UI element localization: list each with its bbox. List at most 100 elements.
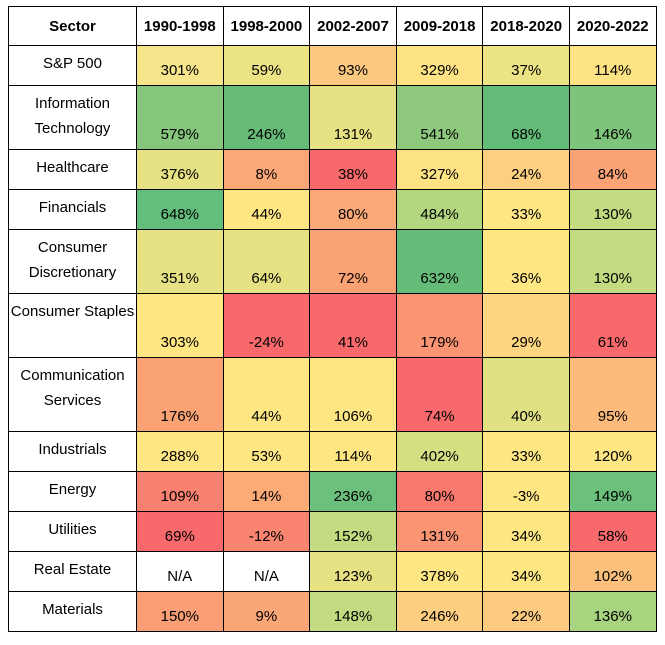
return-cell: 632% bbox=[395, 229, 484, 294]
column-header-period: 2020-2022 bbox=[568, 6, 657, 46]
return-cell: -24% bbox=[222, 293, 311, 358]
return-cell: 40% bbox=[482, 357, 570, 432]
return-cell: 351% bbox=[136, 229, 224, 294]
return-cell: 130% bbox=[568, 229, 657, 294]
sector-label: Consumer Discretionary bbox=[8, 229, 137, 294]
return-cell: 37% bbox=[482, 45, 570, 86]
table-row: Healthcare 376% 8% 38% 327% 24% 84% bbox=[8, 149, 657, 190]
return-cell: 41% bbox=[309, 293, 397, 358]
return-cell: -12% bbox=[222, 511, 311, 552]
return-cell: 149% bbox=[568, 471, 657, 512]
return-cell: 123% bbox=[309, 551, 397, 592]
return-cell: 327% bbox=[395, 149, 484, 190]
return-cell: 378% bbox=[395, 551, 484, 592]
table-row: Financials 648% 44% 80% 484% 33% 130% bbox=[8, 189, 657, 230]
return-cell: 301% bbox=[136, 45, 224, 86]
return-cell: 131% bbox=[395, 511, 484, 552]
return-cell: 80% bbox=[395, 471, 484, 512]
sector-label: Industrials bbox=[8, 431, 137, 472]
sector-label: Consumer Staples bbox=[8, 293, 137, 358]
return-cell: 484% bbox=[395, 189, 484, 230]
return-cell: N/A bbox=[222, 551, 311, 592]
column-header-period: 2002-2007 bbox=[309, 6, 397, 46]
return-cell: 109% bbox=[136, 471, 224, 512]
sector-returns-table-container: Sector 1990-1998 1998-2000 2002-2007 2009-20… bbox=[8, 6, 657, 632]
return-cell: 64% bbox=[222, 229, 311, 294]
table-row: Utilities 69% -12% 152% 131% 34% 58% bbox=[8, 511, 657, 552]
sector-label: Materials bbox=[8, 591, 137, 632]
return-cell: 53% bbox=[222, 431, 311, 472]
column-header-period: 2009-2018 bbox=[395, 6, 484, 46]
return-cell: 69% bbox=[136, 511, 224, 552]
return-cell: 106% bbox=[309, 357, 397, 432]
sector-label: Healthcare bbox=[8, 149, 137, 190]
sector-label: Information Technology bbox=[8, 85, 137, 150]
return-cell: 80% bbox=[309, 189, 397, 230]
return-cell: 24% bbox=[482, 149, 570, 190]
table-row: Industrials 288% 53% 114% 402% 33% 120% bbox=[8, 431, 657, 472]
return-cell: -3% bbox=[482, 471, 570, 512]
return-cell: 102% bbox=[568, 551, 657, 592]
return-cell: 131% bbox=[309, 85, 397, 150]
return-cell: 58% bbox=[568, 511, 657, 552]
return-cell: 376% bbox=[136, 149, 224, 190]
return-cell: 648% bbox=[136, 189, 224, 230]
return-cell: 34% bbox=[482, 511, 570, 552]
return-cell: 74% bbox=[395, 357, 484, 432]
return-cell: 152% bbox=[309, 511, 397, 552]
sector-label: Financials bbox=[8, 189, 137, 230]
return-cell: 29% bbox=[482, 293, 570, 358]
return-cell: 136% bbox=[568, 591, 657, 632]
sector-label: Real Estate bbox=[8, 551, 137, 592]
table-row: Information Technology 579% 246% 131% 541% 68… bbox=[8, 85, 657, 150]
sector-label: Communication Services bbox=[8, 357, 137, 432]
column-header-sector: Sector bbox=[8, 6, 137, 46]
table-row: Real Estate N/A N/A 123% 378% 34% 102% bbox=[8, 551, 657, 592]
return-cell: 148% bbox=[309, 591, 397, 632]
return-cell: 33% bbox=[482, 189, 570, 230]
sector-label: S&P 500 bbox=[8, 45, 137, 86]
return-cell: 329% bbox=[395, 45, 484, 86]
column-header-period: 2018-2020 bbox=[482, 6, 570, 46]
return-cell: 288% bbox=[136, 431, 224, 472]
return-cell: 114% bbox=[309, 431, 397, 472]
return-cell: 236% bbox=[309, 471, 397, 512]
return-cell: 93% bbox=[309, 45, 397, 86]
return-cell: 44% bbox=[222, 357, 311, 432]
return-cell: 176% bbox=[136, 357, 224, 432]
return-cell: 146% bbox=[568, 85, 657, 150]
return-cell: N/A bbox=[136, 551, 224, 592]
table-row: Consumer Staples 303% -24% 41% 179% 29% 61% bbox=[8, 293, 657, 358]
return-cell: 36% bbox=[482, 229, 570, 294]
return-cell: 95% bbox=[568, 357, 657, 432]
column-header-period: 1998-2000 bbox=[222, 6, 311, 46]
return-cell: 33% bbox=[482, 431, 570, 472]
return-cell: 9% bbox=[222, 591, 311, 632]
return-cell: 541% bbox=[395, 85, 484, 150]
return-cell: 14% bbox=[222, 471, 311, 512]
return-cell: 44% bbox=[222, 189, 311, 230]
return-cell: 84% bbox=[568, 149, 657, 190]
table-row: S&P 500 301% 59% 93% 329% 37% 114% bbox=[8, 45, 657, 86]
return-cell: 179% bbox=[395, 293, 484, 358]
return-cell: 114% bbox=[568, 45, 657, 86]
column-header-period: 1990-1998 bbox=[136, 6, 224, 46]
return-cell: 8% bbox=[222, 149, 311, 190]
return-cell: 303% bbox=[136, 293, 224, 358]
table-row: Energy 109% 14% 236% 80% -3% 149% bbox=[8, 471, 657, 512]
return-cell: 68% bbox=[482, 85, 570, 150]
sector-label: Energy bbox=[8, 471, 137, 512]
table-row: Consumer Discretionary 351% 64% 72% 632% 36% 1… bbox=[8, 229, 657, 294]
return-cell: 61% bbox=[568, 293, 657, 358]
return-cell: 130% bbox=[568, 189, 657, 230]
return-cell: 120% bbox=[568, 431, 657, 472]
return-cell: 59% bbox=[222, 45, 311, 86]
sector-returns-table: Sector 1990-1998 1998-2000 2002-2007 2009-20… bbox=[8, 6, 657, 632]
header-row: Sector 1990-1998 1998-2000 2002-2007 2009-20… bbox=[8, 6, 657, 46]
return-cell: 402% bbox=[395, 431, 484, 472]
return-cell: 246% bbox=[222, 85, 311, 150]
return-cell: 22% bbox=[482, 591, 570, 632]
return-cell: 72% bbox=[309, 229, 397, 294]
sector-label: Utilities bbox=[8, 511, 137, 552]
return-cell: 34% bbox=[482, 551, 570, 592]
